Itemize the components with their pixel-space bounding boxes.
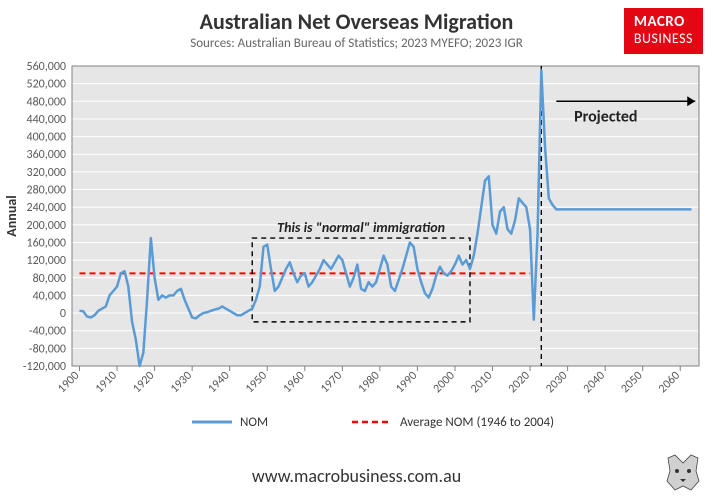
svg-text:480,000: 480,000 bbox=[27, 95, 67, 109]
svg-text:520,000: 520,000 bbox=[27, 78, 67, 92]
chart-title: Australian Net Overseas Migration bbox=[0, 8, 713, 35]
svg-text:2000: 2000 bbox=[431, 369, 458, 396]
svg-text:440,000: 440,000 bbox=[27, 113, 67, 127]
svg-text:1950: 1950 bbox=[243, 369, 270, 396]
svg-text:-80,000: -80,000 bbox=[29, 342, 66, 356]
svg-text:560,000: 560,000 bbox=[27, 60, 67, 74]
svg-text:Annual: Annual bbox=[3, 195, 20, 236]
svg-text:240,000: 240,000 bbox=[27, 201, 67, 215]
svg-text:160,000: 160,000 bbox=[27, 236, 67, 250]
brand-line2: BUSINESS bbox=[634, 30, 693, 47]
chart-subtitle: Sources: Australian Bureau of Statistics… bbox=[0, 36, 713, 51]
svg-text:2050: 2050 bbox=[618, 369, 645, 396]
svg-text:80,000: 80,000 bbox=[33, 272, 66, 286]
svg-text:1930: 1930 bbox=[168, 369, 195, 396]
svg-text:120,000: 120,000 bbox=[27, 254, 67, 268]
svg-text:400,000: 400,000 bbox=[27, 131, 67, 145]
wolf-icon bbox=[663, 453, 703, 493]
brand-line1: MACRO bbox=[634, 13, 685, 31]
svg-text:1940: 1940 bbox=[205, 369, 232, 396]
svg-text:200,000: 200,000 bbox=[27, 219, 67, 233]
svg-text:2030: 2030 bbox=[543, 369, 570, 396]
svg-text:2010: 2010 bbox=[468, 369, 495, 396]
svg-text:2020: 2020 bbox=[506, 369, 533, 396]
website-url: www.macrobusiness.com.au bbox=[0, 465, 713, 487]
svg-text:0: 0 bbox=[60, 307, 66, 321]
brand-badge: MACRO BUSINESS bbox=[624, 8, 703, 54]
svg-text:360,000: 360,000 bbox=[27, 148, 67, 162]
migration-chart: -120,000 -80,000 -40,000 0 40,000 80,000 120,0… bbox=[0, 56, 713, 436]
svg-text:-120,000: -120,000 bbox=[23, 360, 66, 374]
svg-text:2060: 2060 bbox=[656, 369, 683, 396]
svg-text:-40,000: -40,000 bbox=[29, 325, 66, 339]
svg-text:280,000: 280,000 bbox=[27, 184, 67, 198]
svg-text:This is "normal" immigration: This is "normal" immigration bbox=[277, 219, 445, 236]
svg-text:NOM: NOM bbox=[240, 415, 268, 430]
svg-text:1990: 1990 bbox=[393, 369, 420, 396]
svg-text:40,000: 40,000 bbox=[33, 289, 66, 303]
svg-text:1980: 1980 bbox=[356, 369, 383, 396]
svg-text:Projected: Projected bbox=[574, 107, 637, 126]
svg-text:2040: 2040 bbox=[581, 369, 608, 396]
svg-text:320,000: 320,000 bbox=[27, 166, 67, 180]
svg-text:1920: 1920 bbox=[130, 369, 157, 396]
svg-text:1970: 1970 bbox=[318, 369, 345, 396]
svg-text:Average NOM (1946 to 2004): Average NOM (1946 to 2004) bbox=[400, 415, 554, 430]
svg-text:1960: 1960 bbox=[281, 369, 308, 396]
svg-text:1910: 1910 bbox=[93, 369, 120, 396]
